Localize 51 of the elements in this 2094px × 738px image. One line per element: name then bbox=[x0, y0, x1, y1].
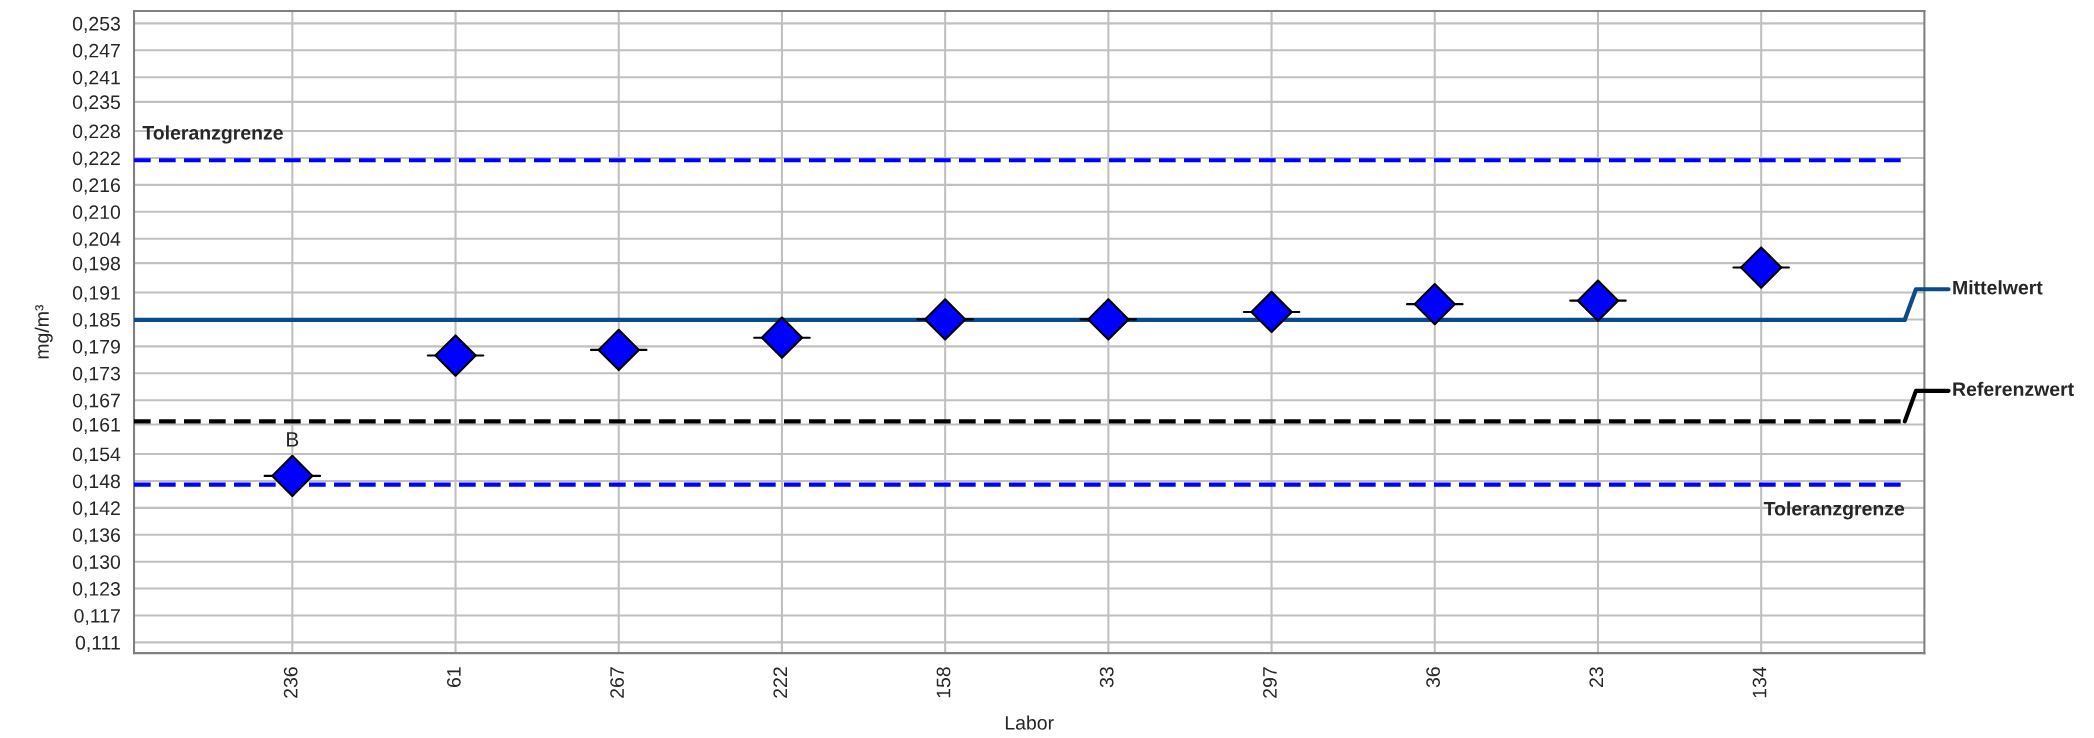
y-tick-label: 0,185 bbox=[72, 312, 121, 329]
ref-line-label: Toleranzgrenze bbox=[1763, 501, 1905, 520]
y-tick-label: 0,222 bbox=[72, 151, 120, 168]
x-tick-label: 267 bbox=[610, 667, 624, 698]
y-tick-label: 0,148 bbox=[72, 474, 120, 491]
point bbox=[434, 334, 477, 377]
x-tick-label: 158 bbox=[936, 667, 951, 698]
point bbox=[271, 454, 314, 498]
x-tick-label: 61 bbox=[446, 667, 461, 687]
point bbox=[597, 328, 640, 372]
x-tick-label: 236 bbox=[283, 667, 298, 698]
y-tick-label: 0,179 bbox=[72, 339, 120, 356]
point bbox=[1250, 290, 1293, 334]
y-tick-label: 0,247 bbox=[72, 43, 120, 60]
ref-line-label: Mittelwert bbox=[1953, 280, 2043, 295]
y-tick-label: 0,204 bbox=[72, 232, 121, 249]
y-tick-label: 0,228 bbox=[72, 124, 120, 141]
point bbox=[1413, 282, 1456, 326]
y-tick-label: 0,210 bbox=[72, 205, 121, 222]
ref-line-label: Toleranzgrenze bbox=[142, 125, 283, 144]
ref-line-label: Referenzwert bbox=[1953, 381, 2074, 397]
y-tick-label: 0,161 bbox=[72, 417, 120, 434]
y-tick-label: 0,142 bbox=[72, 501, 120, 518]
y-tick-label: 0,111 bbox=[75, 635, 120, 652]
y-tick-label: 0,198 bbox=[72, 256, 120, 273]
x-tick-label: 297 bbox=[1263, 667, 1277, 698]
point bbox=[1087, 298, 1130, 341]
y-tick-label: 0,154 bbox=[72, 447, 121, 464]
y-tick-label: 0,136 bbox=[72, 528, 120, 545]
x-tick-label: 33 bbox=[1099, 667, 1114, 688]
y-tick-label: 0,235 bbox=[72, 95, 121, 112]
point bbox=[1740, 246, 1783, 289]
annotation: B bbox=[287, 432, 299, 447]
y-tick-label: 0,253 bbox=[72, 16, 120, 33]
x-tick-label: 222 bbox=[773, 667, 787, 698]
x-tick-label: 23 bbox=[1589, 667, 1604, 687]
point bbox=[1576, 279, 1620, 322]
y-tick-label: 0,173 bbox=[72, 366, 120, 383]
x-tick-label: 134 bbox=[1752, 666, 1767, 698]
y-axis-title: mg/m³ bbox=[34, 304, 53, 359]
x-tick-label: 36 bbox=[1426, 667, 1440, 688]
y-tick-label: 0,216 bbox=[72, 178, 120, 195]
y-tick-label: 0,130 bbox=[72, 555, 121, 572]
x-axis-title: Labor bbox=[1005, 715, 1054, 730]
y-tick-label: 0,123 bbox=[72, 582, 120, 599]
y-tick-label: 0,117 bbox=[74, 608, 120, 626]
y-tick-label: 0,241 bbox=[72, 70, 120, 87]
y-tick-label: 0,167 bbox=[72, 393, 120, 410]
point bbox=[923, 298, 967, 341]
point bbox=[760, 316, 804, 359]
y-tick-label: 0,191 bbox=[72, 286, 120, 303]
